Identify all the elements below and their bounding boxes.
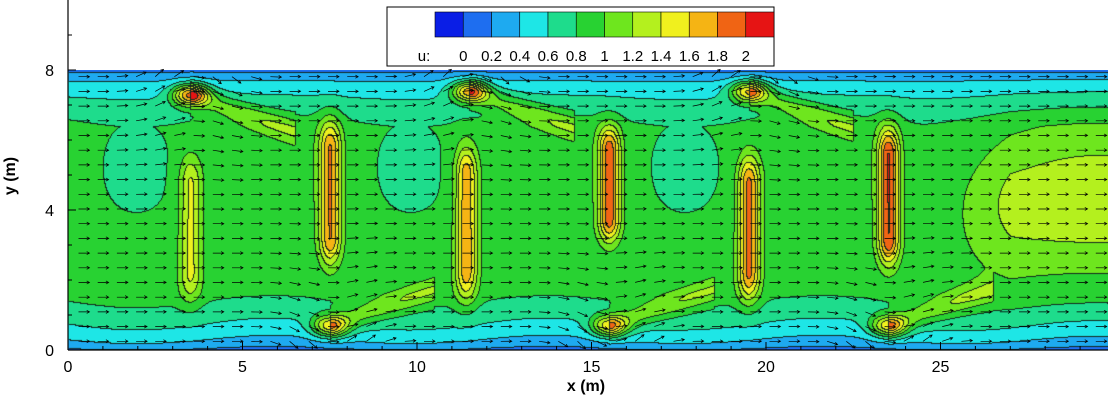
legend-swatch — [575, 11, 605, 38]
legend-level-label: 0.6 — [538, 48, 559, 65]
x-tick-label: 20 — [757, 359, 775, 376]
y-tick-label: 8 — [45, 63, 54, 80]
velocity-vector-field — [78, 68, 1108, 350]
legend-swatch — [688, 11, 718, 38]
y-tick-label: 4 — [45, 203, 54, 220]
legend-swatches — [434, 11, 775, 38]
x-tick-label: 10 — [408, 359, 426, 376]
legend-level-labels: 0 0.2 0.4 0.6 0.8 1 1.2 1.4 1.6 1.8 2 — [459, 48, 750, 65]
legend-swatch — [462, 11, 492, 38]
legend-swatch — [632, 11, 662, 38]
legend-level-label: 0.2 — [481, 48, 502, 65]
legend-swatch — [519, 11, 549, 38]
velocity-vectors — [78, 68, 1108, 350]
legend-swatch — [491, 11, 521, 38]
x-axis-ticks: 0 5 10 15 20 25 — [64, 342, 1081, 376]
legend-variable-label: u: — [418, 48, 431, 65]
legend-swatch — [745, 11, 775, 38]
legend-swatch — [604, 11, 634, 38]
color-legend: u: 0 0.2 0.4 0.6 0.8 1 1.2 1.4 1.6 1.8 2 — [386, 6, 775, 67]
x-tick-label: 0 — [64, 359, 73, 376]
legend-level-label: 1.6 — [679, 48, 700, 65]
legend-level-label: 0.8 — [566, 48, 587, 65]
legend-level-label: 1.8 — [707, 48, 728, 65]
x-tick-label: 5 — [238, 359, 247, 376]
x-tick-label: 15 — [583, 359, 601, 376]
legend-swatch — [547, 11, 577, 38]
x-tick-label: 25 — [932, 359, 950, 376]
legend-level-label: 0 — [459, 48, 467, 65]
velocity-contour-image — [68, 70, 1108, 350]
y-axis-label: y (m) — [2, 157, 19, 195]
velocity-field-heatmap — [68, 70, 1108, 350]
y-tick-label: 0 — [45, 343, 54, 360]
legend-swatch — [660, 11, 690, 38]
legend-swatch — [717, 11, 747, 38]
legend-level-label: 0.4 — [509, 48, 530, 65]
legend-level-label: 1.2 — [622, 48, 643, 65]
legend-level-label: 1 — [600, 48, 608, 65]
legend-swatch — [434, 11, 464, 38]
y-axis-ticks: 0 4 8 — [45, 34, 76, 360]
legend-level-label: 1.4 — [651, 48, 672, 65]
legend-level-label: 2 — [742, 48, 750, 65]
x-axis-label: x (m) — [567, 378, 605, 395]
